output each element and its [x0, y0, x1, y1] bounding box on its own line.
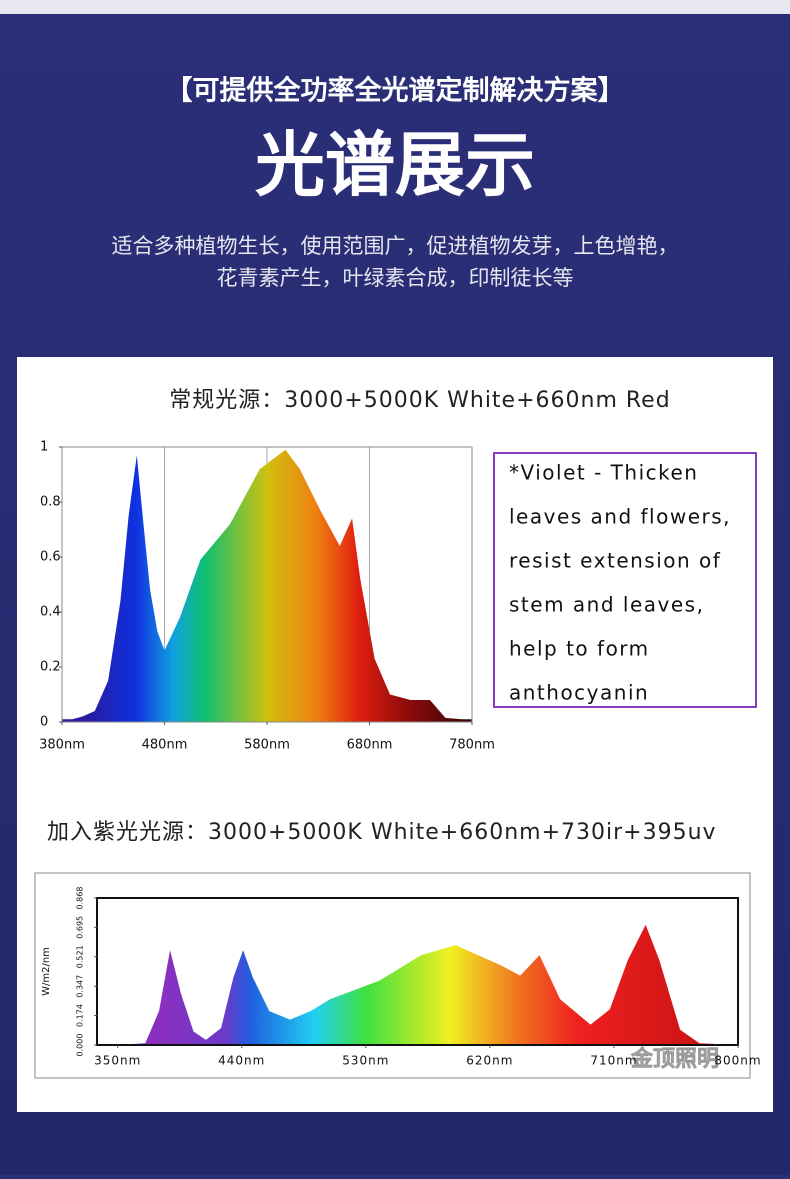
- note-line: leaves and flowers,: [509, 505, 731, 529]
- top-strip: [0, 0, 790, 14]
- y-tick-label: 0.868: [76, 887, 85, 910]
- y-tick-label: 0.521: [76, 945, 85, 968]
- y-tick-label: 0.2: [40, 660, 61, 675]
- y-tick-label: 0.347: [76, 975, 85, 998]
- x-tick-label: 580nm: [244, 738, 290, 753]
- x-tick-label: 780nm: [449, 738, 495, 753]
- note-line: anthocyanin: [509, 681, 649, 705]
- x-tick-label: 710nm: [590, 1054, 637, 1068]
- x-tick-label: 800nm: [714, 1054, 761, 1068]
- chart-title: 加入紫光光源：3000+5000K White+660nm+730ir+395u…: [47, 820, 717, 845]
- x-tick-label: 530nm: [342, 1054, 389, 1068]
- note-line: resist extension of: [509, 549, 721, 573]
- headline: 光谱展示: [255, 124, 535, 206]
- chart-frame: [34, 872, 751, 1079]
- watermark: 金顶照明: [630, 1046, 719, 1072]
- x-tick-label: 620nm: [466, 1054, 513, 1068]
- y-tick-label: 1: [40, 440, 48, 455]
- x-tick-label: 680nm: [347, 738, 393, 753]
- y-tick-label: 0.8: [40, 495, 61, 510]
- note-line: help to form: [509, 637, 650, 661]
- tagline: 【可提供全功率全光谱定制解决方案】: [166, 75, 625, 107]
- x-tick-label: 440nm: [218, 1054, 265, 1068]
- x-tick-label: 480nm: [142, 738, 188, 753]
- spectrum-area: [117, 924, 738, 1045]
- y-tick-label: 0.6: [40, 550, 61, 565]
- y-tick-label: 0.000: [76, 1034, 85, 1057]
- y-tick-label: 0.174: [76, 1004, 85, 1027]
- plot-border: [96, 897, 739, 1046]
- note-box: [493, 452, 757, 708]
- subtitle: 花青素产生，叶绿素合成，印制徒长等: [217, 266, 574, 290]
- y-tick-label: 0.4: [40, 605, 61, 620]
- x-tick-label: 380nm: [39, 738, 85, 753]
- spectrum-area: [62, 449, 472, 722]
- chart-title: 常规光源：3000+5000K White+660nm Red: [169, 388, 670, 413]
- y-tick-label: 0: [40, 715, 48, 730]
- x-tick-label: 350nm: [94, 1054, 141, 1068]
- y-tick-label: 0.695: [76, 916, 85, 939]
- subtitle: 适合多种植物生长，使用范围广，促进植物发芽，上色增艳，: [112, 234, 679, 258]
- note-line: stem and leaves,: [509, 593, 704, 617]
- y-axis-label: W/m2/nm: [41, 947, 52, 996]
- note-line: *Violet - Thicken: [509, 461, 698, 485]
